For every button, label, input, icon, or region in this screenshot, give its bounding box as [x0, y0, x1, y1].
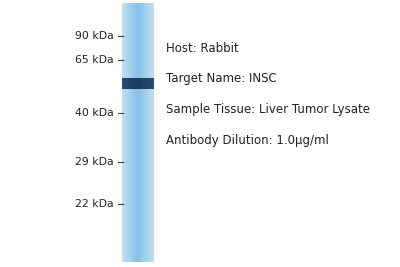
Text: 90 kDa: 90 kDa — [75, 31, 114, 41]
Text: Target Name: INSC: Target Name: INSC — [166, 72, 277, 85]
Text: Sample Tissue: Liver Tumor Lysate: Sample Tissue: Liver Tumor Lysate — [166, 103, 370, 116]
Text: 29 kDa: 29 kDa — [75, 156, 114, 167]
Text: Host: Rabbit: Host: Rabbit — [166, 42, 239, 54]
Text: 65 kDa: 65 kDa — [75, 55, 114, 65]
Text: Antibody Dilution: 1.0µg/ml: Antibody Dilution: 1.0µg/ml — [166, 134, 329, 147]
Text: 22 kDa: 22 kDa — [75, 199, 114, 209]
Text: 40 kDa: 40 kDa — [75, 108, 114, 119]
